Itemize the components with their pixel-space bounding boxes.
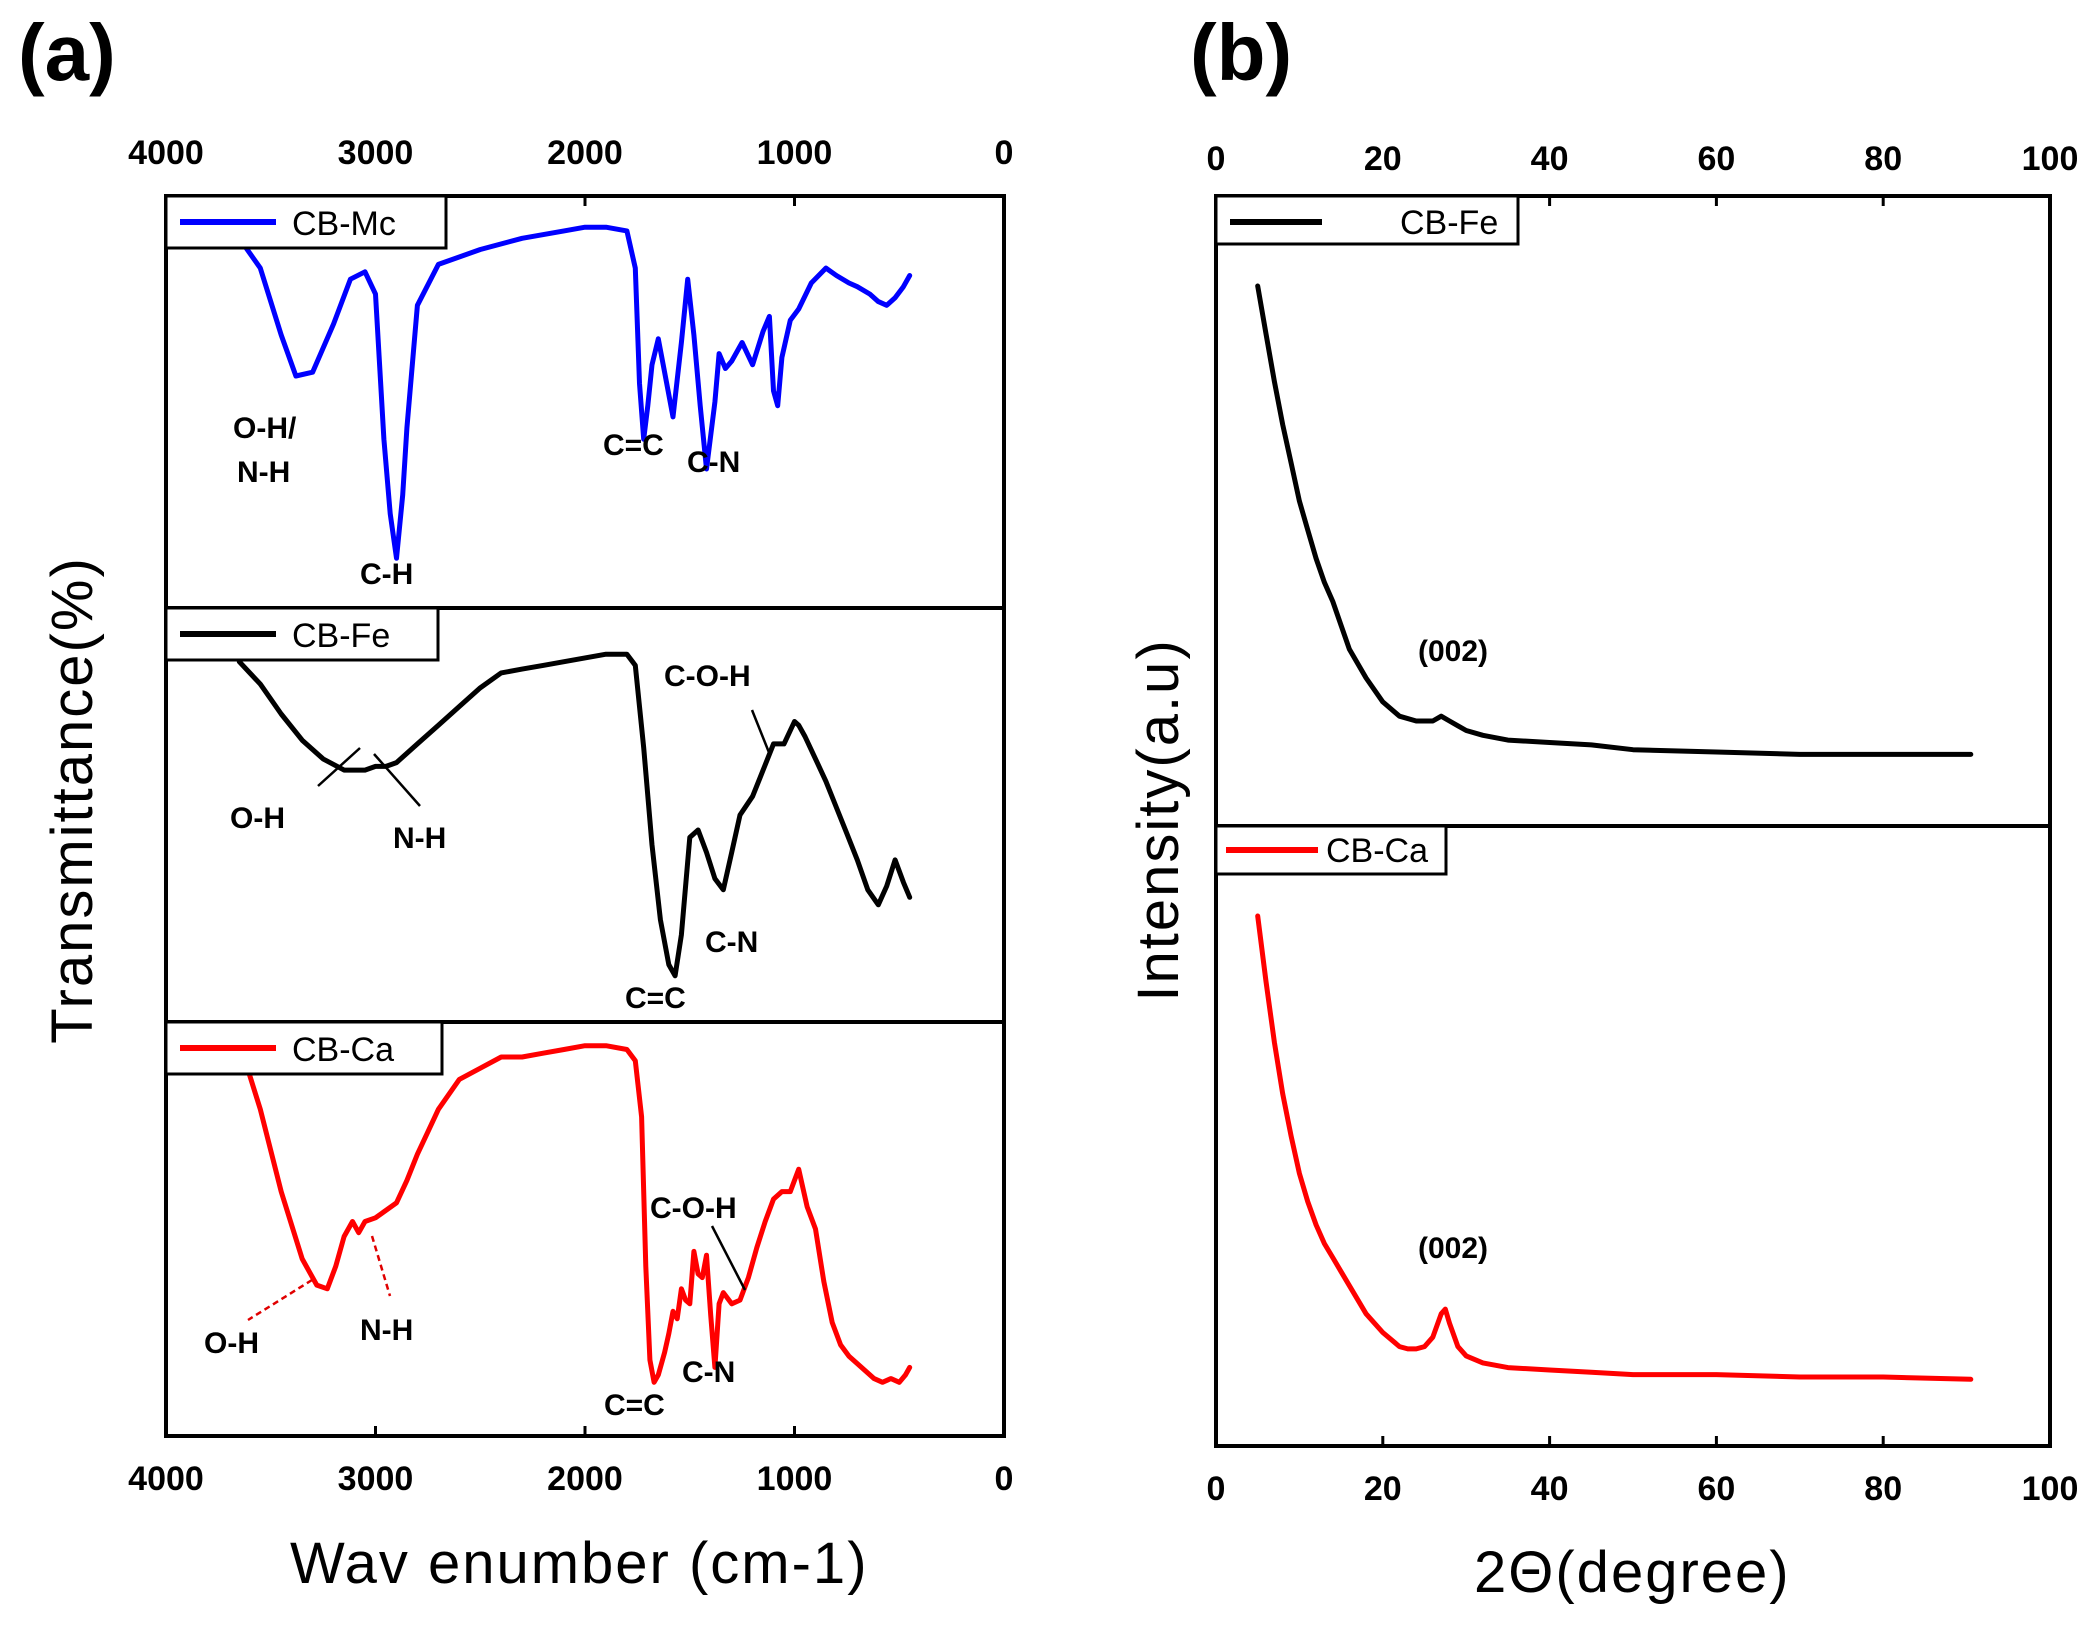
ann-fe-cc: C=C xyxy=(625,982,686,1015)
a-bottom-tick-label: 2000 xyxy=(547,1460,623,1498)
legend-b-cb-fe: CB-Fe xyxy=(1214,194,1520,246)
ann-mc-cn: C-N xyxy=(687,446,740,479)
ann-fe-nh: N-H xyxy=(393,822,446,855)
a-bottom-ticks: 4000 3000 2000 1000 0 xyxy=(128,1426,1013,1498)
ann-ca-nh: N-H xyxy=(360,1314,413,1347)
b-top-tick-label: 60 xyxy=(1697,140,1735,178)
ann-ca-coh: C-O-H xyxy=(650,1192,737,1225)
b-subplot-1-frame xyxy=(1214,194,2052,828)
a-yaxis-label: Transmittance(%) xyxy=(40,556,105,1044)
ann-fe-coh: C-O-H xyxy=(664,660,751,693)
cb-ca-ftir-curve xyxy=(236,1039,913,1385)
b-top-tick-label: 80 xyxy=(1864,140,1902,178)
legend-label-cb-fe: CB-Fe xyxy=(292,617,390,655)
ann-ca-cn: C-N xyxy=(682,1356,735,1389)
b-top-tick-label: 100 xyxy=(2022,140,2079,178)
b-bottom-ticks: 0 20 40 60 80 100 xyxy=(1207,1436,2079,1508)
a-top-tick-label: 3000 xyxy=(338,134,414,172)
arrow-ca-nh xyxy=(370,1235,392,1297)
legend-b-cb-ca: CB-Ca xyxy=(1214,824,1448,876)
arrow-ca-coh xyxy=(710,1225,747,1291)
legend-label-b-cb-ca: CB-Ca xyxy=(1326,832,1428,870)
b-bottom-tick-label: 0 xyxy=(1207,1470,1226,1508)
a-bottom-tick-label: 1000 xyxy=(757,1460,833,1498)
b-bottom-tick-label: 80 xyxy=(1864,1470,1902,1508)
ann-ca-oh: O-H xyxy=(204,1327,259,1360)
b-xaxis-label: 2Θ(degree) xyxy=(1474,1540,1791,1605)
b-yaxis-label: Intensity(a.u) xyxy=(1126,638,1191,1001)
b-bottom-tick-label: 20 xyxy=(1364,1470,1402,1508)
legend-cb-fe: CB-Fe xyxy=(164,606,440,662)
b-bottom-tick-label: 60 xyxy=(1697,1470,1735,1508)
legend-cb-mc: CB-Mc xyxy=(164,194,448,250)
a-top-tick-label: 2000 xyxy=(547,134,623,172)
arrow-fe-oh xyxy=(317,747,361,787)
a-bottom-tick-label: 3000 xyxy=(338,1460,414,1498)
ann-mc-ch: C-H xyxy=(360,558,413,591)
arrow-fe-nh xyxy=(373,753,421,807)
a-subplot-3-frame xyxy=(164,1020,1006,1438)
arrow-fe-coh xyxy=(750,709,772,756)
panel-a-label: (a) xyxy=(18,8,116,97)
arrow-ca-oh xyxy=(247,1278,313,1322)
cb-mc-ftir-curve xyxy=(236,224,913,561)
legend-label-b-cb-fe: CB-Fe xyxy=(1400,204,1498,242)
a-subplot-2-frame xyxy=(164,606,1006,1024)
a-bottom-tick-label: 0 xyxy=(995,1460,1014,1498)
b-top-tick-label: 0 xyxy=(1207,140,1226,178)
peak-label-cb-fe: (002) xyxy=(1418,635,1488,668)
a-top-tick-label: 4000 xyxy=(128,134,204,172)
ann-fe-oh: O-H xyxy=(230,802,285,835)
ann-mc-nh: N-H xyxy=(237,456,290,489)
b-top-ticks: 0 20 40 60 80 100 xyxy=(1207,140,2079,206)
cb-fe-xrd-curve xyxy=(1255,283,1974,757)
b-bottom-tick-label: 40 xyxy=(1531,1470,1569,1508)
legend-label-cb-ca: CB-Ca xyxy=(292,1031,394,1069)
a-subplot-1-frame xyxy=(164,194,1006,610)
b-top-tick-label: 20 xyxy=(1364,140,1402,178)
ann-mc-oh: O-H/ xyxy=(233,412,297,445)
ann-mc-cc: C=C xyxy=(603,429,664,462)
cb-ca-xrd-curve xyxy=(1255,913,1974,1382)
b-subplot-2-frame xyxy=(1214,824,2052,1448)
cb-fe-ftir-curve xyxy=(236,651,913,979)
ann-fe-cn: C-N xyxy=(705,926,758,959)
a-xaxis-label: Wav enumber (cm-1) xyxy=(290,1531,869,1596)
b-top-tick-label: 40 xyxy=(1531,140,1569,178)
legend-label-cb-mc: CB-Mc xyxy=(292,205,396,243)
panel-b-label: (b) xyxy=(1190,8,1292,97)
legend-cb-ca: CB-Ca xyxy=(164,1020,444,1076)
ann-ca-cc: C=C xyxy=(604,1389,665,1422)
a-top-tick-label: 1000 xyxy=(757,134,833,172)
a-bottom-tick-label: 4000 xyxy=(128,1460,204,1498)
a-top-tick-label: 0 xyxy=(995,134,1014,172)
b-bottom-tick-label: 100 xyxy=(2022,1470,2079,1508)
peak-label-cb-ca: (002) xyxy=(1418,1232,1488,1265)
a-top-ticks: 4000 3000 2000 1000 0 xyxy=(128,134,1013,206)
